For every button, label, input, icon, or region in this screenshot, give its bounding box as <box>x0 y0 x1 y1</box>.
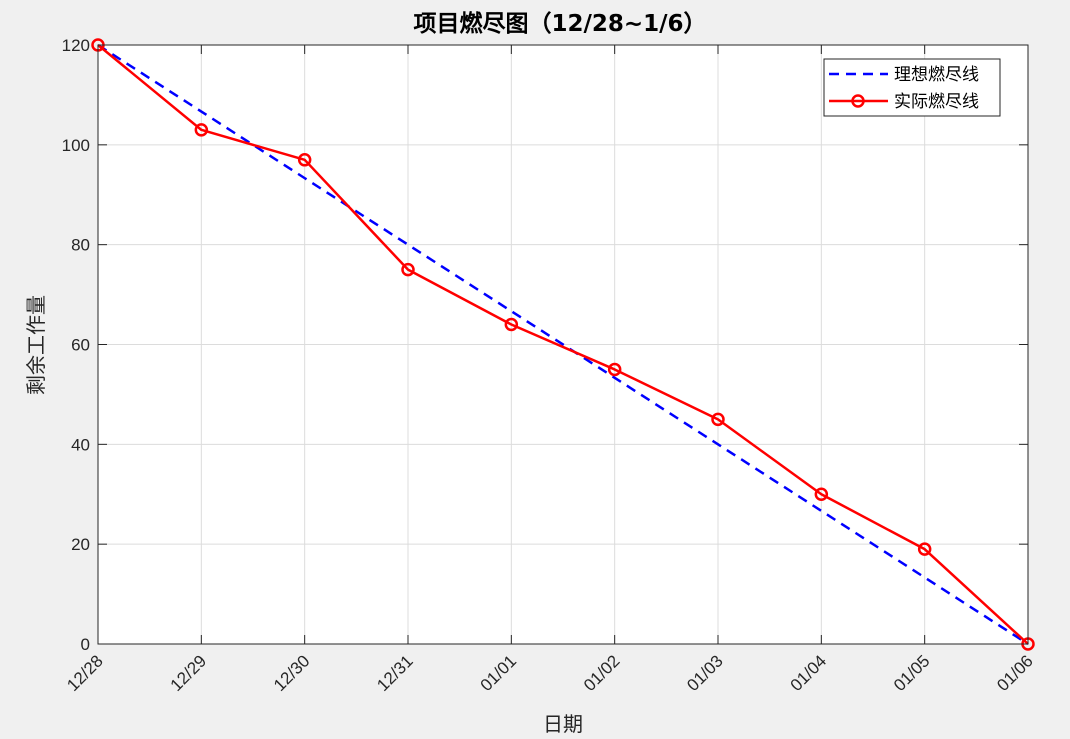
x-tick-label: 01/01 <box>477 651 521 695</box>
legend-actual-marker <box>851 94 865 108</box>
y-tick-label: 60 <box>71 336 90 355</box>
data-point-marker <box>711 412 725 427</box>
data-point-marker <box>607 362 622 377</box>
ideal-burndown-line <box>97 43 1029 646</box>
x-axis-label: 日期 <box>543 712 583 736</box>
y-tick-label: 100 <box>62 136 90 155</box>
y-tick-label: 40 <box>71 435 90 454</box>
legend-actual-label: 实际燃尽线 <box>894 92 979 112</box>
data-point-marker <box>297 153 312 167</box>
data-point-marker <box>917 542 932 556</box>
x-tick-labels: 12/28 12/29 12/30 12/31 01/01 01/02 01/03 01/04… <box>63 651 1037 695</box>
x-tick-label: 12/30 <box>270 651 314 695</box>
chart-title: 项目燃尽图（12/28~1/6） <box>413 10 706 37</box>
y-tick-label: 0 <box>81 635 90 654</box>
actual-burndown-line <box>97 44 1029 645</box>
data-point-marker <box>814 487 829 501</box>
x-tick-label: 12/29 <box>167 651 211 695</box>
x-tick-label: 01/03 <box>683 651 727 695</box>
data-point-marker <box>401 262 415 277</box>
x-tick-label: 01/02 <box>580 651 624 695</box>
data-point-marker <box>504 317 519 332</box>
legend: 理想燃尽线 实际燃尽线 <box>823 58 1001 117</box>
x-tick-label: 01/04 <box>787 651 831 695</box>
x-tick-label: 01/05 <box>890 651 934 695</box>
y-tick-label: 120 <box>62 36 90 55</box>
legend-ideal-label: 理想燃尽线 <box>894 65 979 85</box>
y-tick-label: 20 <box>71 535 90 554</box>
data-point-marker <box>194 123 209 137</box>
y-tick-labels: 0 20 40 60 80 100 120 <box>62 36 90 654</box>
plot-border <box>97 44 1029 645</box>
x-tick-label: 01/06 <box>993 651 1037 695</box>
y-axis-label: 剩余工作量 <box>24 295 48 395</box>
x-tick-label: 12/28 <box>63 651 107 695</box>
y-tick-label: 80 <box>71 236 90 255</box>
axis-ticks <box>97 44 1029 645</box>
x-tick-label: 12/31 <box>373 651 417 695</box>
